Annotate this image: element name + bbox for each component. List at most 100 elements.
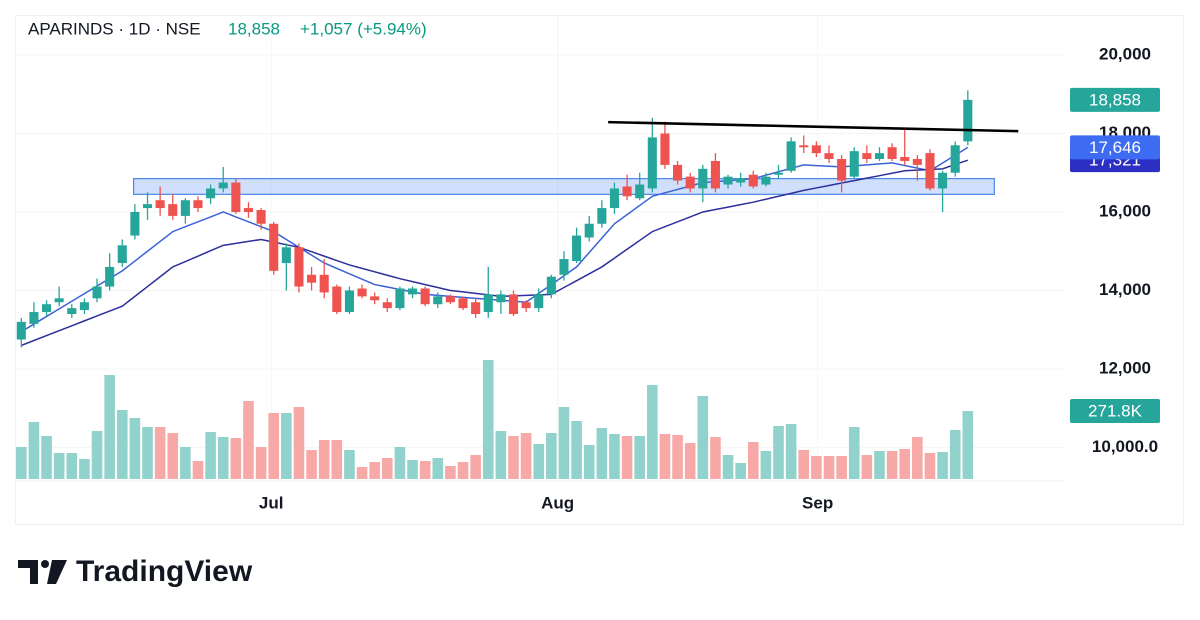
volume-bar: [369, 462, 380, 479]
volume-bar: [672, 435, 683, 479]
candle-body: [42, 304, 52, 313]
candle-body: [761, 176, 771, 185]
volume-bar: [798, 450, 810, 479]
volume-bar: [747, 442, 759, 479]
volume-bar: [697, 396, 709, 479]
volume-bar: [912, 437, 923, 479]
volume-bar: [104, 375, 115, 479]
volume-bar: [684, 443, 696, 479]
candle-body: [269, 223, 279, 271]
brand-name: TradingView: [76, 555, 253, 588]
candle-body: [382, 302, 392, 309]
candle-body: [130, 211, 140, 236]
candle-body: [938, 172, 948, 189]
volume-bar: [533, 444, 545, 479]
volume-bar: [419, 461, 431, 479]
volume-bar: [924, 453, 936, 479]
support-zone: [133, 178, 995, 195]
candle-body: [963, 99, 973, 142]
volume-bar: [899, 449, 911, 479]
candle-body: [206, 188, 216, 199]
candle-body: [370, 296, 380, 301]
y-tick-label: 10,000.0: [1092, 437, 1158, 456]
candle-body: [281, 247, 291, 263]
candle-body: [635, 184, 645, 199]
candle-body: [673, 164, 683, 181]
candle-body: [837, 159, 847, 181]
volume-bar: [129, 418, 141, 479]
candle-body: [685, 176, 695, 189]
volume-bar: [192, 461, 204, 479]
x-tick-label: Sep: [802, 493, 833, 512]
volume-bar: [432, 458, 444, 479]
volume-bar: [53, 453, 65, 479]
volume-bar: [634, 436, 645, 479]
volume-bar: [293, 407, 305, 479]
candle-body: [117, 245, 127, 263]
candle-body: [105, 266, 115, 287]
y-tick-label: 12,000: [1099, 358, 1151, 377]
candle-body: [407, 288, 418, 295]
volume-bar: [180, 447, 191, 479]
volume-bar: [874, 451, 885, 479]
candle-body: [168, 204, 178, 216]
candle-body: [180, 200, 190, 216]
candle-body: [67, 308, 77, 315]
candle-body: [660, 133, 670, 165]
price-tag-label: 17,646: [1089, 138, 1141, 157]
volume-bar: [583, 445, 595, 479]
volume-bar: [306, 450, 317, 479]
volume-bar: [116, 410, 128, 479]
volume-bar: [66, 453, 78, 479]
candle-body: [319, 274, 329, 293]
candle-body: [521, 302, 531, 309]
volume-bar: [710, 437, 721, 479]
volume-bar: [785, 424, 797, 479]
y-tick-label: 16,000: [1099, 201, 1151, 220]
volume-bar: [861, 455, 873, 479]
volume-bar: [596, 428, 608, 479]
candle-body: [458, 298, 468, 309]
candle-body: [16, 321, 26, 340]
candle-body: [572, 235, 582, 262]
candle-body: [231, 182, 241, 212]
y-tick-label: 20,000: [1099, 45, 1151, 64]
volume-bar: [836, 456, 847, 479]
volume-bar: [331, 440, 343, 479]
moving-average: [20, 146, 969, 333]
candle-body: [799, 145, 809, 148]
volume-bar: [381, 458, 393, 479]
price-change: +1,057 (+5.94%): [300, 19, 427, 38]
moving-average: [21, 159, 969, 347]
candle-body: [912, 159, 922, 165]
candle-body: [155, 200, 165, 209]
volume-bar: [482, 360, 494, 479]
candle-body: [597, 208, 607, 224]
candle-body: [92, 286, 102, 299]
candle-body: [193, 200, 203, 209]
candle-body: [950, 145, 960, 173]
candle-body: [344, 290, 354, 313]
candle-body: [887, 147, 897, 160]
volume-bar: [848, 427, 860, 479]
volume-bar: [344, 450, 355, 479]
candle-body: [849, 151, 859, 177]
axis: 10,000.012,00014,00016,00018,00020,000Ju…: [259, 45, 1160, 512]
candle-body: [29, 312, 39, 324]
volume-bar: [255, 447, 267, 479]
volume-bar: [937, 452, 948, 479]
candle-body: [483, 294, 493, 313]
brand-logo: [18, 560, 67, 584]
candle-body: [862, 153, 872, 160]
x-tick-label: Jul: [259, 493, 284, 512]
candle-body: [307, 274, 317, 283]
candle-body: [471, 302, 481, 315]
volume-bar: [230, 438, 242, 479]
candle-body: [647, 137, 657, 189]
candle-body: [786, 141, 796, 171]
volume-bar: [16, 447, 27, 479]
candle-body: [332, 286, 342, 313]
price-tag: [1070, 87, 1160, 112]
candle-body: [420, 288, 430, 305]
